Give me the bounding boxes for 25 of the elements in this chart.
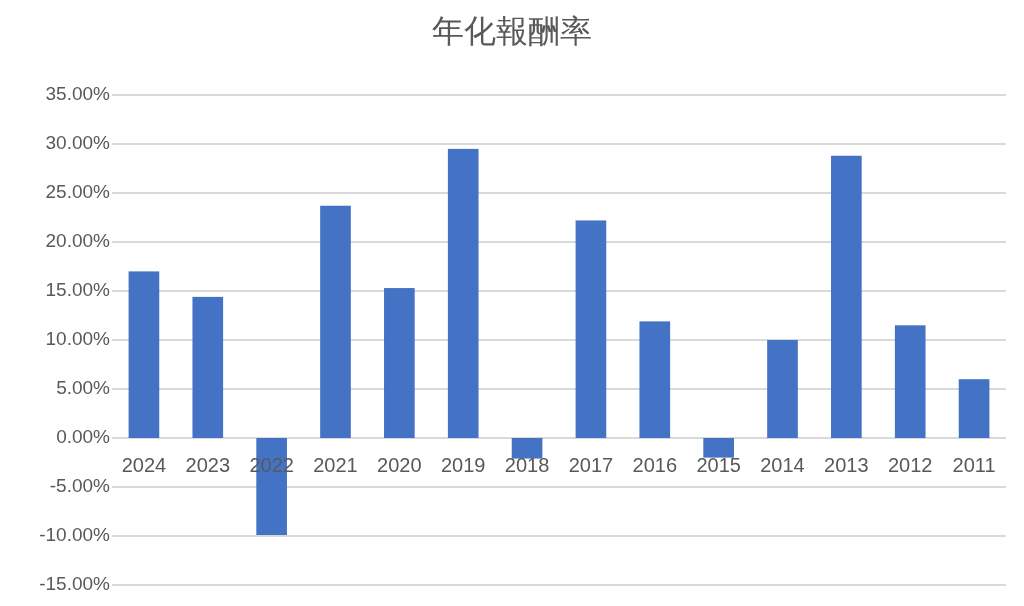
chart-title: 年化報酬率 xyxy=(432,13,592,49)
x-tick-label: 2020 xyxy=(377,454,422,476)
x-tick-label: 2011 xyxy=(952,454,996,476)
y-tick-label: 10.00% xyxy=(45,328,111,350)
y-tick-label: 15.00% xyxy=(45,279,111,301)
y-tick-label: 20.00% xyxy=(45,230,111,252)
x-tick-label: 2014 xyxy=(760,454,805,476)
x-tick-label: 2021 xyxy=(313,454,358,476)
y-tick-label: 35.00% xyxy=(45,83,111,105)
y-tick-label: 0.00% xyxy=(56,426,111,448)
y-tick-label: -5.00% xyxy=(49,475,111,497)
x-tick-label: 2017 xyxy=(568,454,614,476)
y-tick-label: -10.00% xyxy=(39,524,111,546)
x-tick-label: 2024 xyxy=(121,454,167,476)
x-tick-label: 2018 xyxy=(504,454,550,476)
y-tick-label: 5.00% xyxy=(56,377,111,399)
y-tick-label: 25.00% xyxy=(45,181,111,203)
x-tick-label: 2016 xyxy=(632,454,678,476)
y-tick-label: -15.00% xyxy=(39,573,111,595)
x-tick-label: 2013 xyxy=(824,454,869,476)
x-tick-label: 2023 xyxy=(185,454,231,476)
x-tick-label: 2019 xyxy=(440,454,486,476)
y-tick-label: 30.00% xyxy=(45,132,111,154)
x-tick-label: 2012 xyxy=(887,454,933,476)
x-tick-label: 2015 xyxy=(696,454,741,476)
